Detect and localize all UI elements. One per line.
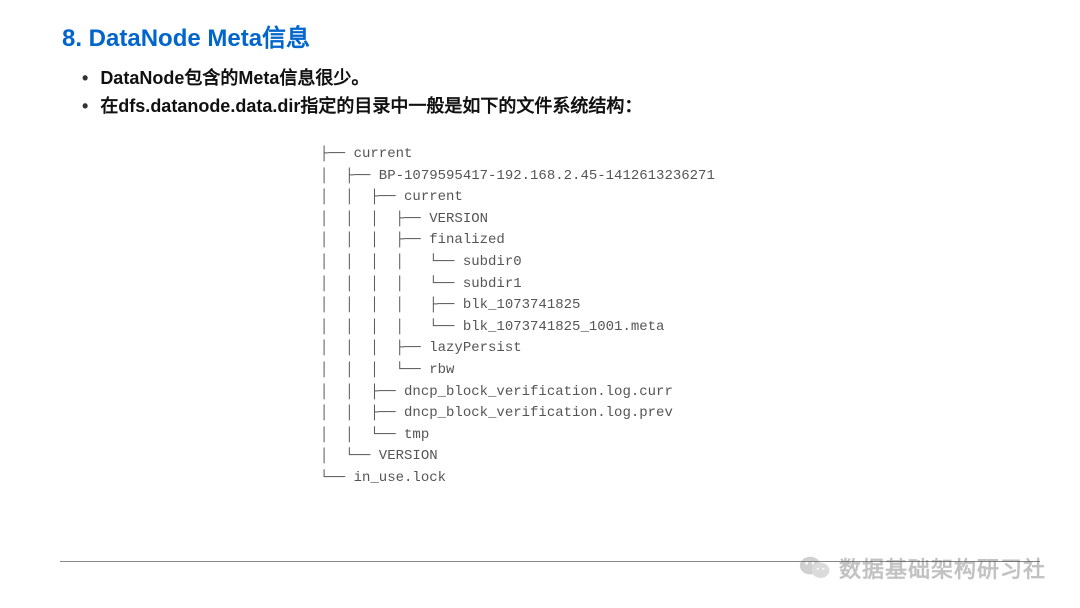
watermark: 数据基础架构研习社 — [799, 552, 1046, 584]
slide-title: 8. DataNode Meta信息 — [62, 18, 310, 53]
bullet-text: DataNode包含的Meta信息很少。 — [100, 65, 369, 91]
bullet-item: • 在dfs.datanode.data.dir指定的目录中一般是如下的文件系统… — [82, 93, 642, 119]
wechat-icon — [799, 555, 831, 581]
bullet-text: 在dfs.datanode.data.dir指定的目录中一般是如下的文件系统结构… — [100, 93, 642, 119]
bullet-list: • DataNode包含的Meta信息很少。 • 在dfs.datanode.d… — [82, 65, 642, 121]
file-tree: ├── current │ ├── BP-1079595417-192.168.… — [320, 144, 715, 490]
watermark-text: 数据基础架构研习社 — [839, 552, 1046, 584]
bullet-item: • DataNode包含的Meta信息很少。 — [82, 65, 642, 91]
bullet-dot-icon: • — [82, 65, 88, 91]
bullet-dot-icon: • — [82, 93, 88, 119]
